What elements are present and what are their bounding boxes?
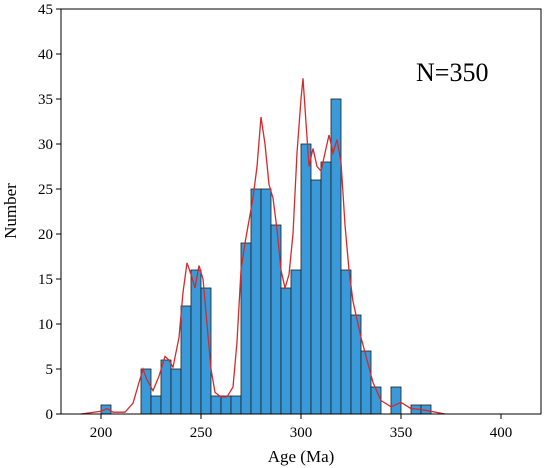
histogram-bar bbox=[220, 395, 232, 415]
histogram-bar bbox=[230, 395, 242, 415]
y-tick-label: 5 bbox=[46, 362, 54, 378]
y-tick-label: 30 bbox=[38, 137, 53, 153]
histogram-bar bbox=[300, 143, 312, 415]
histogram-bar bbox=[330, 98, 342, 415]
y-tick-label: 40 bbox=[38, 47, 53, 63]
x-tick-label: 350 bbox=[390, 425, 413, 441]
histogram-bar bbox=[260, 188, 272, 415]
x-tick-label: 200 bbox=[90, 425, 113, 441]
density-curve bbox=[80, 78, 446, 415]
histogram-bar bbox=[280, 287, 292, 415]
x-tick-label: 250 bbox=[190, 425, 213, 441]
x-axis-title: Age (Ma) bbox=[268, 447, 335, 466]
histogram-bar bbox=[370, 386, 382, 415]
histogram-bar bbox=[390, 386, 402, 415]
histogram-bar bbox=[190, 269, 202, 415]
histogram-bar bbox=[250, 188, 262, 415]
histogram-bar bbox=[160, 359, 172, 415]
y-tick-label: 15 bbox=[38, 272, 53, 288]
y-tick-label: 35 bbox=[38, 92, 53, 108]
y-tick-label: 25 bbox=[38, 182, 53, 198]
sample-count-annotation: N=350 bbox=[416, 58, 488, 87]
x-tick-label: 300 bbox=[290, 425, 313, 441]
y-tick-label: 0 bbox=[46, 407, 54, 423]
bars bbox=[100, 98, 432, 415]
tick-labels: 200 250 300 350 400 0 5 10 15 20 25 30 35 40 45 bbox=[38, 2, 512, 441]
y-axis-title: Number bbox=[1, 183, 20, 239]
histogram-bar bbox=[290, 269, 302, 415]
y-tick-label: 20 bbox=[38, 227, 53, 243]
histogram-bar bbox=[180, 305, 192, 415]
histogram-bar bbox=[240, 242, 252, 415]
histogram-bar bbox=[150, 395, 162, 415]
histogram-bar bbox=[360, 350, 372, 415]
plot-frame bbox=[60, 8, 542, 415]
tick-marks bbox=[56, 8, 502, 419]
histogram-bar bbox=[310, 179, 322, 415]
y-tick-label: 10 bbox=[38, 317, 53, 333]
x-tick-label: 400 bbox=[490, 425, 513, 441]
histogram-bar bbox=[210, 395, 222, 415]
y-tick-label: 45 bbox=[38, 2, 53, 18]
histogram-bar bbox=[170, 368, 182, 415]
histogram-bar bbox=[340, 269, 352, 415]
histogram-bar bbox=[320, 161, 332, 415]
